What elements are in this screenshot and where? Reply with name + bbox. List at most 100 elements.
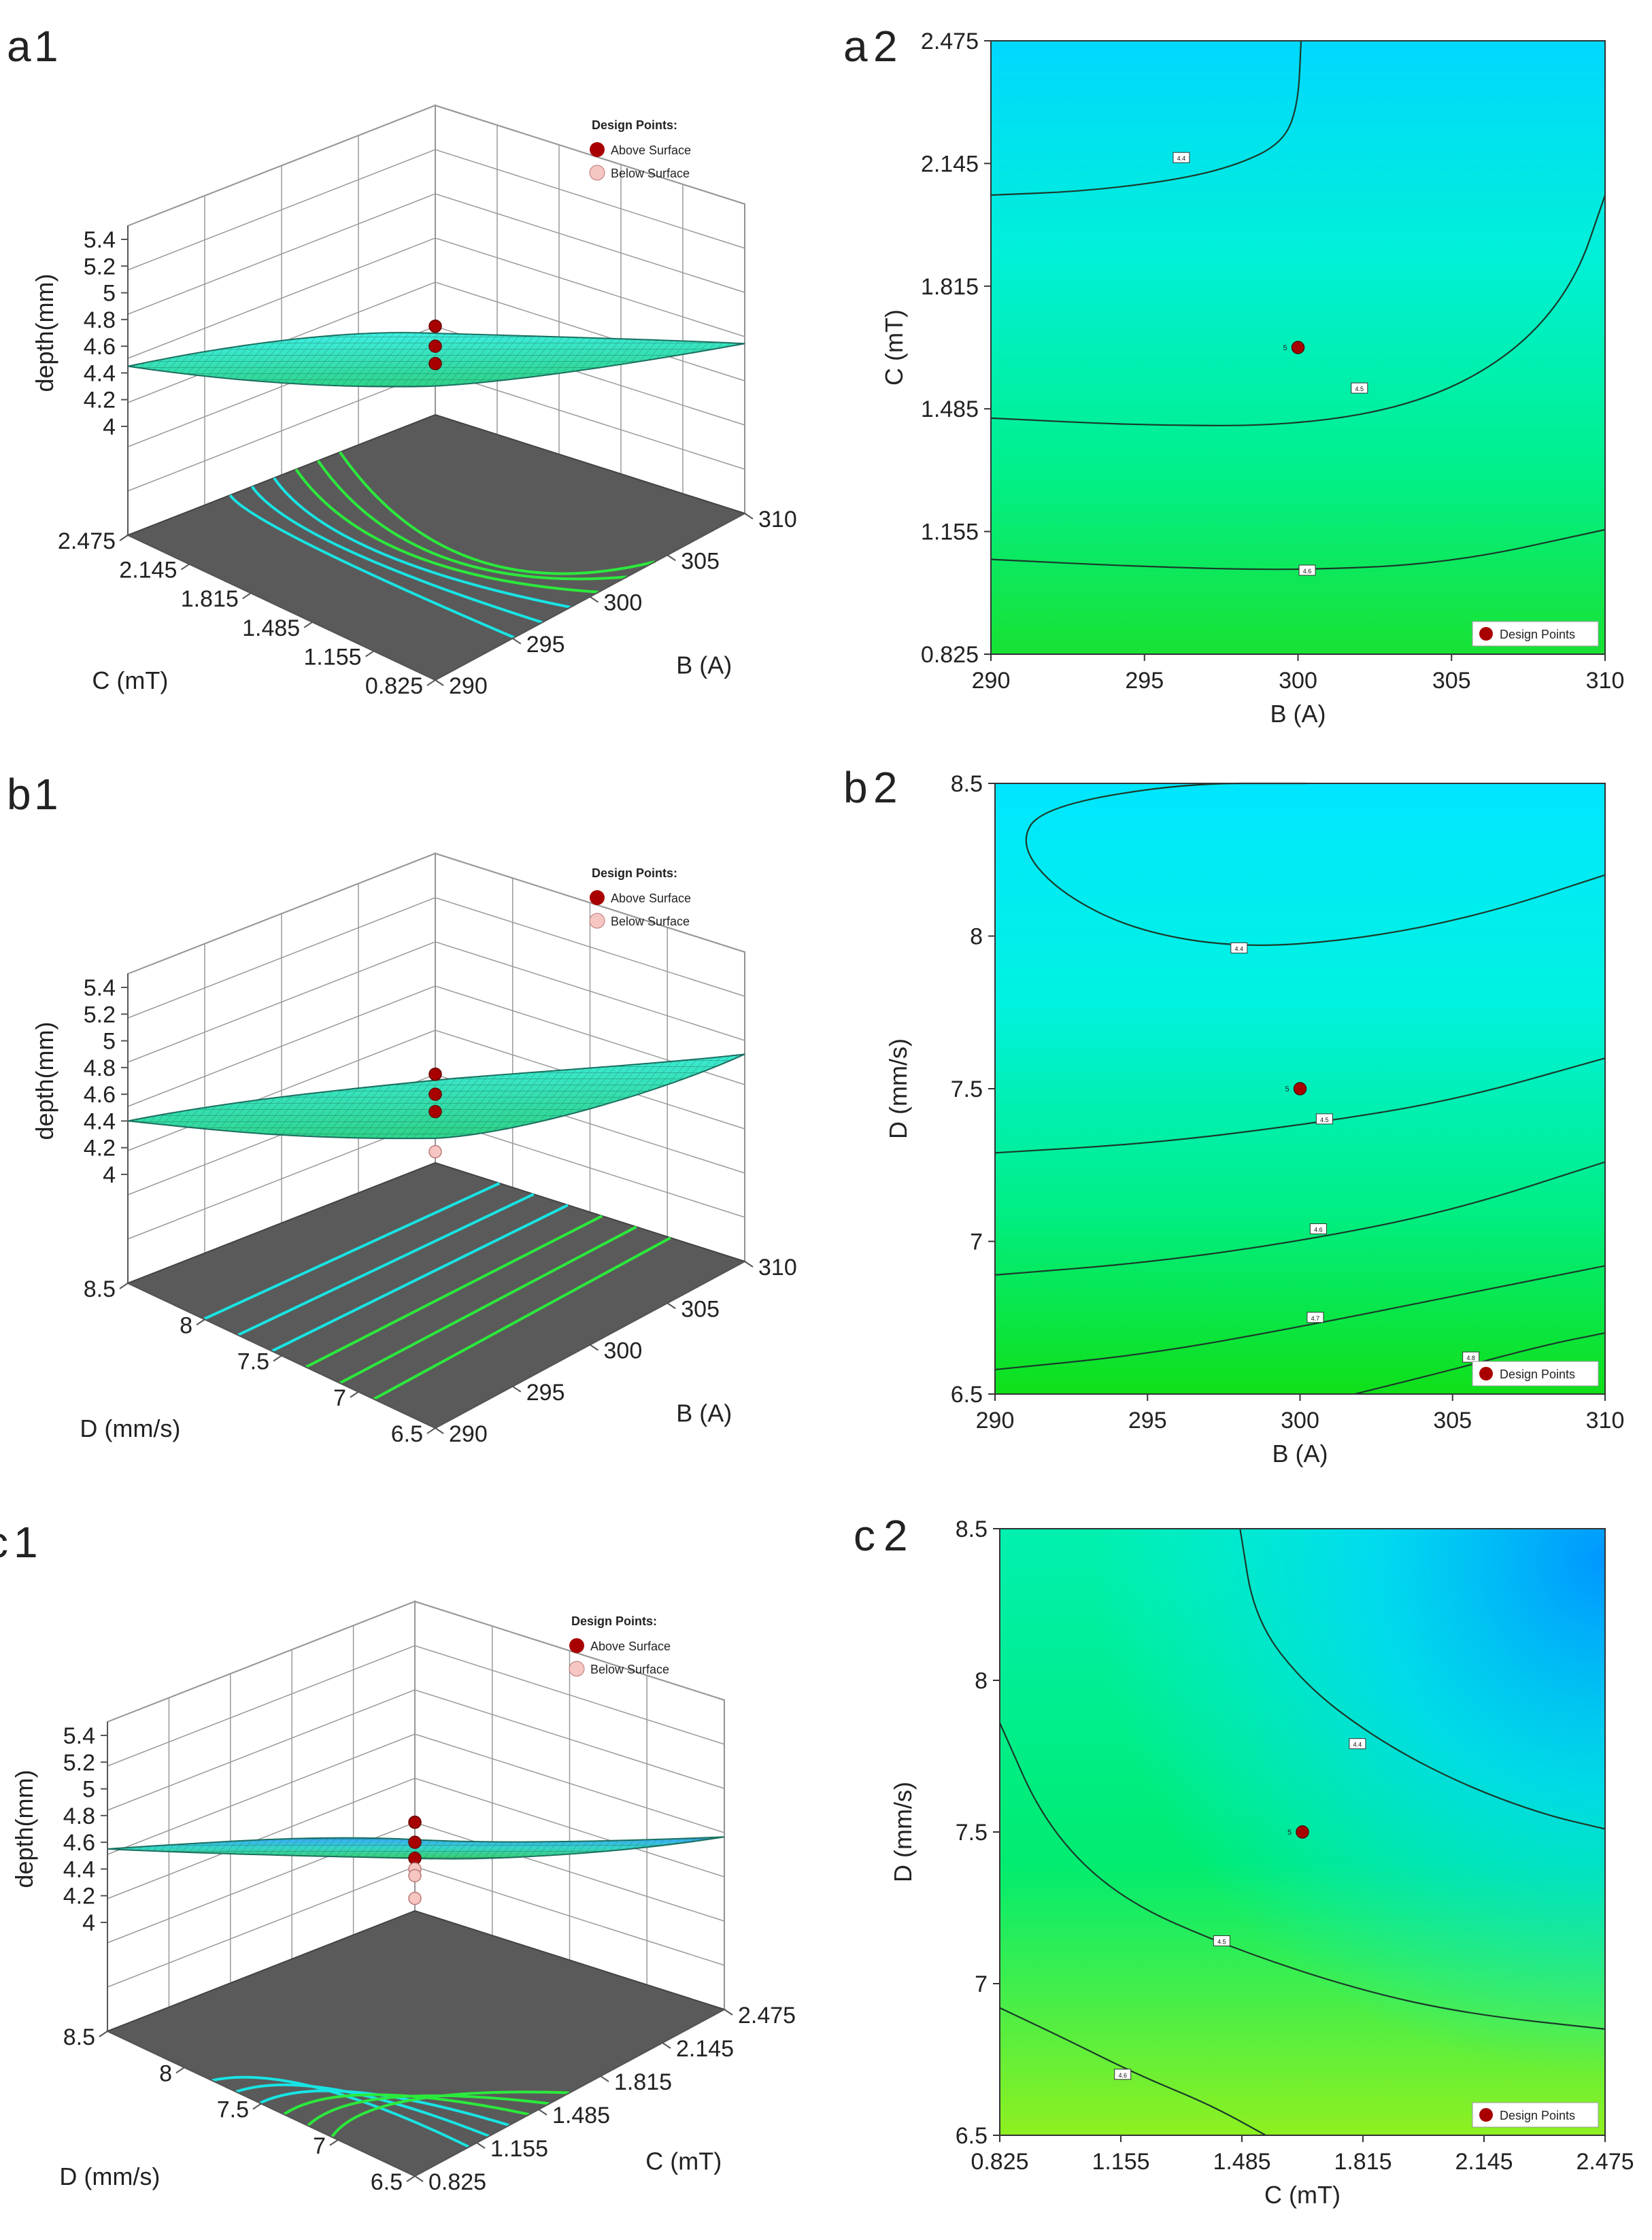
design-point-count: 5	[1285, 1085, 1289, 1093]
legend-marker-above	[590, 890, 605, 905]
floor-contour	[316, 460, 627, 581]
left-tick-label: 8.5	[84, 1276, 116, 1302]
panel-label-sub: 1	[34, 770, 58, 819]
legend-above-label: Above Surface	[611, 892, 691, 905]
contour-line	[994, 1161, 1606, 1276]
floor-contour	[271, 1204, 569, 1353]
design-point-count: 5	[1287, 1829, 1292, 1837]
y-tick-label: 2.475	[921, 29, 979, 54]
contour-label: 4.6	[1303, 568, 1312, 575]
x-axis-label: B (A)	[1270, 700, 1326, 728]
right-axis-label: C (mT)	[645, 2147, 722, 2175]
left-tick	[180, 563, 190, 571]
z-tick-label: 5.2	[63, 1750, 95, 1776]
floor-contour	[331, 2090, 570, 2138]
left-tick	[99, 2031, 108, 2037]
right-tick	[476, 2142, 486, 2149]
legend: Design Points: Above Surface Below Surface	[589, 866, 691, 929]
contour-label: 4.4	[1353, 1742, 1362, 1748]
right-tick-label: 2.475	[738, 2003, 796, 2029]
floor-contour	[203, 1182, 501, 1321]
right-tick	[538, 2109, 547, 2116]
y-tick-label: 7	[970, 1229, 983, 1255]
y-tick-label: 1.815	[921, 274, 979, 300]
y-tick-label: 8	[970, 924, 983, 950]
z-tick-label: 5.4	[84, 227, 116, 253]
legend-title: Design Points:	[571, 1614, 657, 1628]
left-tick	[242, 592, 252, 600]
legend-below-label: Below Surface	[590, 1663, 669, 1676]
right-tick	[662, 2042, 671, 2049]
contour-line	[990, 528, 1606, 571]
contour-label-box	[1114, 2069, 1132, 2080]
z-tick-label: 5	[103, 1029, 116, 1055]
right-tick	[435, 1427, 444, 1434]
contour-label: 4.4	[1235, 945, 1244, 952]
legend: Design Points: Above Surface Below Surface	[569, 1614, 671, 1677]
contour-label: 4.8	[1466, 1355, 1475, 1361]
right-tick	[667, 1302, 676, 1310]
right-tick-label: 310	[758, 1255, 797, 1280]
x-tick-label: 300	[1279, 668, 1317, 694]
legend-box	[1472, 2102, 1599, 2128]
z-tick-label: 4	[82, 1910, 95, 1936]
contour-label: 4.5	[1355, 386, 1364, 392]
legend-box	[1472, 621, 1599, 647]
legend-marker	[1479, 1367, 1493, 1380]
design-point-above	[428, 319, 442, 333]
legend-title: Design Points:	[592, 118, 677, 132]
left-tick-label: 7	[313, 2133, 326, 2159]
left-axis-label: D (mm/s)	[80, 1414, 180, 1442]
x-tick-label: 1.155	[1092, 2149, 1149, 2175]
z-tick-label: 5.2	[84, 254, 116, 279]
right-tick	[512, 1385, 522, 1393]
x-tick-label: 300	[1281, 1408, 1319, 1433]
left-tick	[273, 1355, 282, 1362]
design-point-below	[408, 1891, 422, 1905]
panel-label-sub: 2	[873, 22, 898, 71]
left-tick-label: 8	[180, 1312, 192, 1338]
left-tick-label: 6.5	[391, 1421, 423, 1447]
legend-box	[1472, 1361, 1599, 1387]
y-tick-label: 6.5	[951, 1382, 983, 1408]
z-axis-label: depth(mm)	[10, 1769, 38, 1888]
right-tick-label: 305	[681, 1296, 720, 1322]
floor-contour	[307, 2094, 550, 2127]
x-tick-label: 1.815	[1334, 2149, 1392, 2175]
left-tick	[303, 621, 313, 628]
surface-plot-b1: b 1 44.24.44.64.855.25.4 depth(mm) 8.5 8 7.5 7 6…	[7, 770, 797, 1447]
left-tick-label: 2.145	[119, 558, 177, 583]
y-tick-label: 6.5	[956, 2123, 988, 2149]
contour-plot-c2: c 2 4.4 4.5 4.6 5 0.825 1.155 1.485 1.815 2.145 2.4…	[854, 1511, 1634, 2209]
contour-label: 4.5	[1217, 1939, 1226, 1946]
design-point-above	[428, 1067, 442, 1081]
contour-label-box	[1307, 1312, 1324, 1323]
left-tick	[426, 679, 436, 686]
right-tick-label: 300	[604, 590, 643, 616]
legend-below-label: Below Surface	[611, 167, 690, 180]
z-tick-label: 5.4	[84, 975, 116, 1001]
contour-label-box	[1349, 1738, 1366, 1750]
surface-plot-c1: c1 44.24.44.64.855.25.4 depth(mm) 8.5 8 7.5 7 6…	[0, 1518, 796, 2195]
left-tick	[175, 2067, 185, 2074]
right-tick	[600, 2075, 609, 2082]
legend-marker-above	[569, 1638, 584, 1653]
x-tick-label: 310	[1586, 668, 1625, 694]
legend-title: Design Points:	[592, 866, 677, 880]
z-tick-label: 4.8	[63, 1803, 95, 1829]
z-tick-label: 5.2	[84, 1002, 116, 1028]
y-tick-label: 1.485	[921, 396, 979, 422]
z-tick-label: 4.4	[84, 360, 116, 386]
y-axis-label: D (mm/s)	[889, 1782, 917, 1882]
left-tick	[426, 1427, 436, 1434]
floor-contour	[237, 1193, 535, 1337]
left-tick-label: 7.5	[217, 2097, 249, 2123]
legend-label: Design Points	[1500, 2109, 1575, 2122]
x-tick-label: 305	[1432, 668, 1471, 694]
contour-label-box	[1213, 1935, 1230, 1947]
floor-contour	[259, 2089, 510, 2127]
legend-below-label: Below Surface	[611, 915, 690, 928]
y-tick-label: 0.825	[921, 642, 979, 668]
z-tick-label: 4.2	[84, 388, 116, 413]
right-tick	[667, 554, 676, 562]
